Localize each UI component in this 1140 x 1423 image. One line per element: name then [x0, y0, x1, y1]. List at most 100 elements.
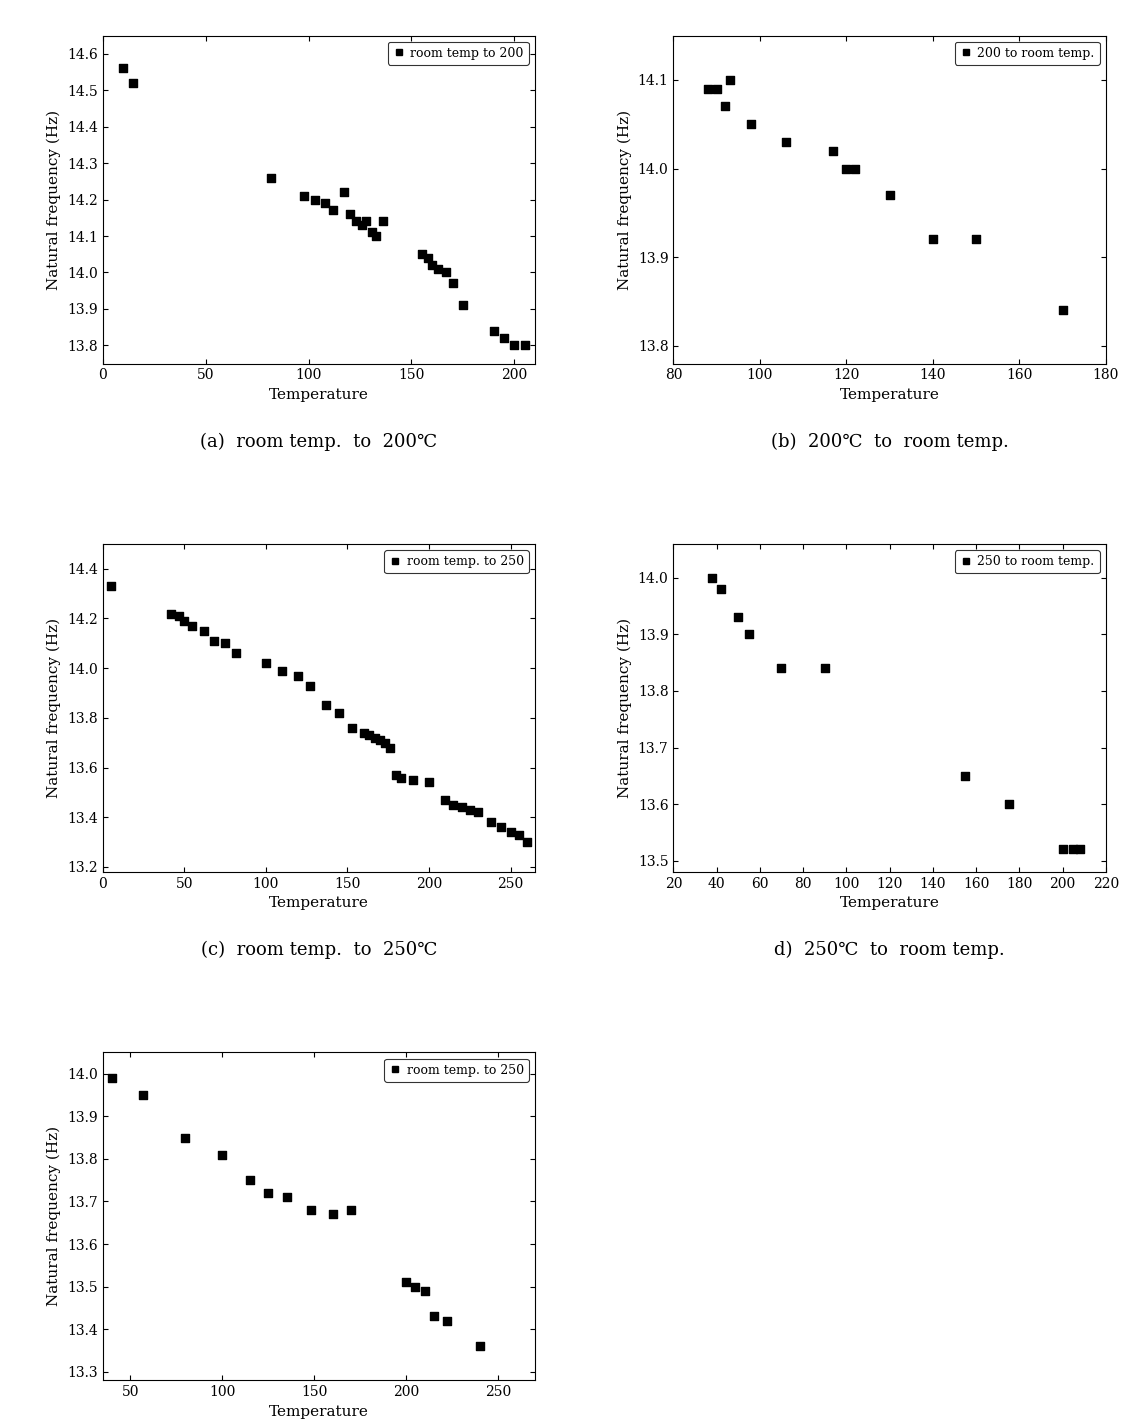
Text: (a)  room temp.  to  200℃: (a) room temp. to 200℃ — [201, 433, 438, 451]
Point — [1053, 299, 1072, 322]
Point — [773, 657, 791, 680]
X-axis label: Temperature: Temperature — [840, 896, 939, 911]
Point — [510, 824, 528, 847]
Point — [703, 566, 722, 589]
Point — [711, 578, 730, 601]
Point — [445, 794, 463, 817]
Point — [324, 199, 342, 222]
Point — [295, 185, 314, 208]
Point — [740, 623, 758, 646]
Point — [454, 295, 472, 317]
Legend: 250 to room temp.: 250 to room temp. — [955, 551, 1100, 573]
Point — [518, 831, 536, 854]
Point — [437, 788, 455, 811]
Point — [923, 228, 942, 250]
Point — [301, 1198, 319, 1221]
Point — [124, 71, 142, 94]
Point — [471, 1335, 489, 1358]
Point — [259, 1181, 277, 1204]
Point — [438, 260, 456, 283]
Point — [357, 211, 375, 233]
Point — [204, 629, 222, 652]
Point — [1053, 838, 1072, 861]
Point — [484, 319, 503, 342]
Point — [392, 766, 410, 788]
Legend: 200 to room temp.: 200 to room temp. — [955, 41, 1100, 65]
Point — [730, 606, 748, 629]
Point — [195, 619, 213, 642]
Point — [776, 131, 795, 154]
Point — [505, 334, 523, 357]
Point — [956, 764, 975, 787]
Point — [364, 221, 382, 243]
Point — [367, 225, 385, 248]
Point — [262, 166, 280, 189]
Point — [429, 258, 447, 280]
Point — [324, 1202, 342, 1225]
Y-axis label: Natural frequency (Hz): Natural frequency (Hz) — [47, 110, 62, 290]
Point — [301, 675, 319, 697]
Point — [388, 764, 406, 787]
Point — [1000, 793, 1018, 815]
Point — [815, 657, 833, 680]
Point — [1065, 838, 1083, 861]
Point — [317, 694, 335, 717]
Point — [404, 768, 422, 791]
Point — [413, 243, 431, 266]
Point — [341, 202, 359, 225]
Point — [443, 272, 462, 295]
Point — [272, 659, 291, 682]
Point — [376, 731, 394, 754]
Y-axis label: Natural frequency (Hz): Natural frequency (Hz) — [618, 110, 632, 290]
Point — [837, 157, 855, 179]
Legend: room temp to 200: room temp to 200 — [388, 41, 529, 65]
Point — [880, 184, 898, 206]
Point — [716, 95, 734, 118]
Point — [397, 1271, 415, 1294]
Point — [135, 1083, 153, 1106]
Point — [359, 724, 377, 747]
Point — [103, 1066, 121, 1089]
Legend: room temp. to 250: room temp. to 250 — [384, 551, 529, 573]
Point — [334, 181, 352, 203]
Point — [277, 1185, 295, 1208]
X-axis label: Temperature: Temperature — [269, 896, 368, 911]
Legend: room temp. to 250: room temp. to 250 — [384, 1059, 529, 1081]
Point — [162, 602, 180, 625]
Point — [720, 68, 739, 91]
Point — [101, 575, 120, 598]
Text: d)  250℃  to  room temp.: d) 250℃ to room temp. — [774, 941, 1005, 959]
Point — [846, 157, 864, 179]
Point — [438, 1309, 456, 1332]
Point — [482, 811, 500, 834]
Point — [241, 1168, 259, 1191]
Point — [215, 632, 234, 655]
Point — [184, 615, 202, 638]
Point — [502, 821, 520, 844]
Y-axis label: Natural frequency (Hz): Natural frequency (Hz) — [47, 1126, 62, 1306]
Text: (b)  200℃  to  room temp.: (b) 200℃ to room temp. — [771, 433, 1009, 451]
Point — [342, 1198, 360, 1221]
Point — [176, 609, 194, 632]
Point — [495, 327, 513, 350]
Point — [343, 716, 361, 739]
Point — [461, 798, 479, 821]
Point — [290, 665, 308, 687]
Point — [708, 77, 726, 100]
Point — [491, 815, 510, 838]
Point — [227, 642, 245, 665]
Point — [331, 702, 349, 724]
Point — [170, 605, 188, 628]
Text: (c)  room temp.  to  250℃: (c) room temp. to 250℃ — [201, 941, 437, 959]
Point — [366, 726, 384, 748]
Point — [406, 1275, 424, 1298]
Point — [370, 729, 389, 751]
Point — [453, 795, 471, 818]
Point — [114, 57, 132, 80]
Point — [306, 188, 324, 211]
Point — [742, 112, 760, 135]
Point — [469, 801, 487, 824]
Point — [177, 1126, 195, 1148]
X-axis label: Temperature: Temperature — [269, 388, 368, 401]
Point — [699, 77, 717, 100]
